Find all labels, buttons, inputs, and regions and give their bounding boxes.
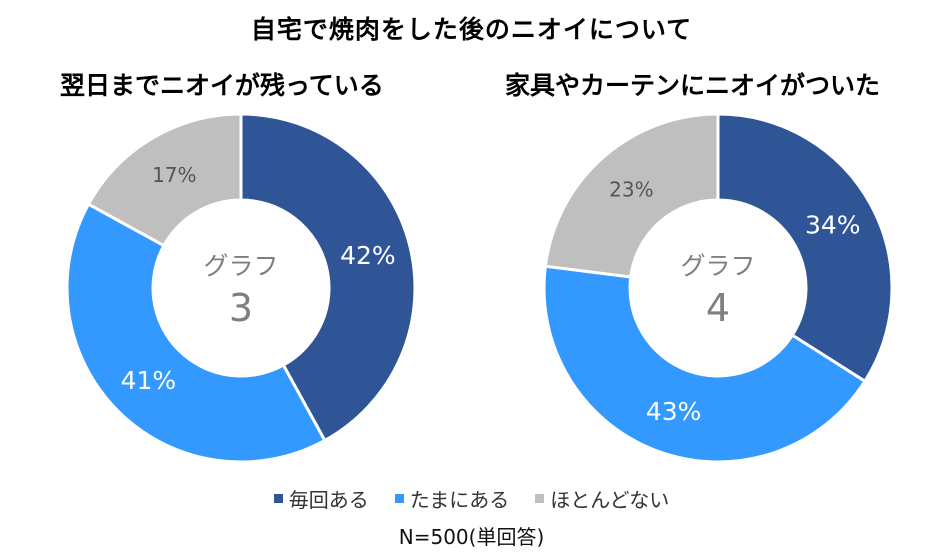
segment-maikai (239, 112, 417, 443)
value-label: 34% (805, 210, 861, 239)
sample-size-note: N=500(単回答) (398, 525, 545, 549)
legend-swatch (394, 494, 404, 503)
legend-swatch (535, 494, 545, 503)
legend-label: 毎回ある (288, 488, 369, 512)
segment-maikai (716, 112, 894, 384)
legend-item-hotondo: ほとんどない (535, 484, 669, 513)
center-number: 3 (229, 286, 253, 330)
donut-chart-1: 42% 41% 17% グラフ 3 (65, 112, 417, 464)
value-label: 41% (121, 366, 177, 395)
center-label: グラフ (203, 252, 278, 281)
center-label: グラフ (680, 252, 755, 281)
legend-swatch (273, 494, 283, 503)
legend-item-tamani: たまにある (394, 484, 510, 513)
chart-main-title: 自宅で焼肉をした後のニオイについて (250, 15, 693, 44)
value-label: 42% (340, 241, 396, 270)
donut-charts: 42% 41% 17% グラフ 3 34% 43% 23% グラフ 4 (65, 112, 894, 464)
value-label: 23% (609, 178, 653, 202)
legend-item-maikai: 毎回ある (273, 484, 369, 513)
segment-tamani (542, 264, 867, 464)
donut-chart-2: 34% 43% 23% グラフ 4 (542, 112, 894, 464)
segment-tamani (65, 202, 327, 464)
value-label: 43% (646, 397, 702, 426)
legend-label: ほとんどない (550, 488, 670, 512)
center-number: 4 (706, 286, 730, 330)
legend-label: たまにある (409, 488, 510, 512)
legend: 毎回ある たまにある ほとんどない (0, 484, 943, 513)
segment-hotondo (86, 112, 243, 248)
chart-1-title: 翌日までニオイが残っている (60, 71, 384, 100)
value-label: 17% (152, 163, 196, 187)
segment-hotondo (543, 112, 720, 279)
chart-2-title: 家具やカーテンにニオイがついた (505, 71, 881, 100)
